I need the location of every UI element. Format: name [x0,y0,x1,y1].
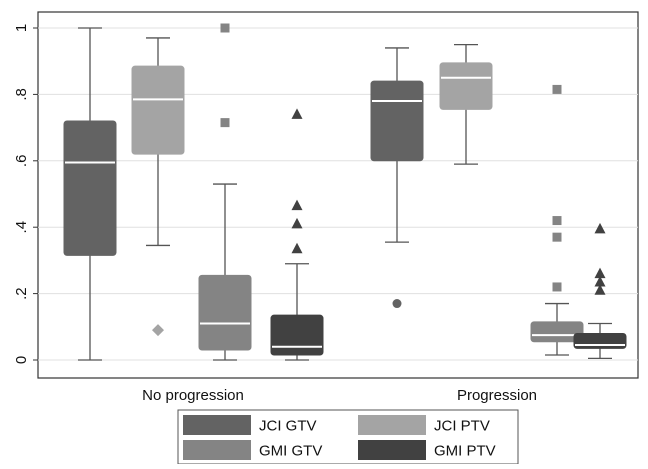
legend-label: GMI PTV [434,443,496,460]
y-tick-label: .2 [13,287,30,300]
y-tick-label: 0 [13,356,30,364]
outlier-point [291,108,303,119]
outlier-point [220,118,230,128]
outlier-point [291,217,303,229]
box-body [63,120,117,256]
legend-swatch [183,440,251,460]
box-jci-gtv [370,47,424,309]
y-tick-label: 1 [13,24,30,32]
box-gmi-gtv [530,84,584,356]
legend-label: GMI GTV [259,443,322,460]
box-body [439,62,493,110]
outlier-point [291,199,303,211]
outlier-point [552,232,562,242]
outlier-point [594,267,606,279]
box-gmi-gtv [198,23,252,361]
outlier-point [594,284,606,295]
y-tick-label: .4 [13,221,30,234]
box-body [370,80,424,162]
box-gmi-ptv [573,222,627,359]
boxes [63,23,627,361]
grid-lines [38,27,638,361]
legend-label: JCI PTV [434,418,490,435]
x-category-label: Progression [457,387,537,404]
y-tick-label: .6 [13,155,30,168]
x-axis-categories: No progression Progression [142,387,537,404]
outlier-point [392,299,402,309]
box-body [530,321,584,343]
x-category-label: No progression [142,387,244,404]
outlier-point [594,222,606,234]
outlier-point [220,23,230,33]
box-gmi-ptv [270,108,324,361]
box-body [198,274,252,351]
box-jci-ptv [131,37,185,337]
legend-swatch [358,440,426,460]
box-jci-gtv [63,27,117,361]
outlier-point [552,84,562,94]
box-body [573,332,627,349]
outlier-point [291,242,303,254]
box-body [131,65,185,155]
legend-swatch [358,415,426,435]
legend-swatch [183,415,251,435]
outlier-point [552,216,562,226]
y-tick-label: .8 [13,88,30,101]
outlier-point [594,275,606,287]
box-jci-ptv [439,43,493,165]
legend: JCI GTV JCI PTV GMI GTV GMI PTV [177,409,519,465]
y-axis: 0 .2 .4 .6 .8 1 [13,24,38,364]
box-body [270,314,324,356]
outlier-point [152,324,164,337]
outlier-point [552,282,562,292]
legend-label: JCI GTV [259,418,317,435]
